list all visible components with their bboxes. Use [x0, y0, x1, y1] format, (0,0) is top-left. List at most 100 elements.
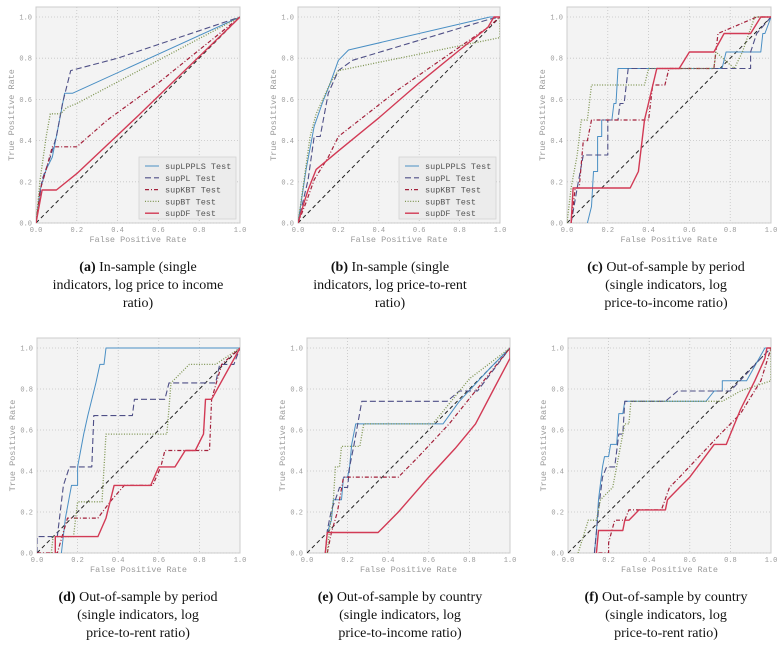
x-tick-label: 0.0 [31, 557, 44, 565]
y-tick-label: 0.8 [551, 387, 564, 395]
y-axis-label: True Positive Rate [8, 400, 18, 492]
legend-label: supPL Test [165, 174, 216, 184]
x-tick-label: 0.6 [152, 227, 165, 235]
caption-tag: (e) [317, 590, 334, 605]
legend-label: supLPPLS Test [425, 162, 491, 172]
series-supPL [324, 347, 510, 553]
series-supKBT [326, 347, 510, 553]
x-tick-label: 0.2 [602, 557, 615, 565]
y-tick-label: 0.8 [19, 56, 32, 64]
legend-label: supLPPLS Test [165, 162, 231, 172]
x-tick-label: 1.0 [234, 227, 247, 235]
y-tick-label: 1.0 [551, 346, 564, 354]
y-tick-label: 0.4 [20, 469, 33, 477]
caption-line: (e) Out-of-sample by country [317, 590, 483, 605]
y-tick-label: 0.4 [19, 138, 32, 146]
x-tick-label: 0.2 [601, 227, 614, 235]
x-tick-label: 0.2 [332, 227, 345, 235]
legend-label: supDF Test [165, 209, 216, 219]
caption-e: (e) Out-of-sample by country (single indi… [290, 589, 510, 643]
legend-label: supDF Test [425, 209, 476, 219]
y-tick-label: 0.6 [19, 97, 32, 105]
series-supDF [36, 16, 240, 223]
y-tick-label: 0.0 [19, 221, 32, 229]
y-tick-label: 0.8 [281, 56, 294, 64]
y-tick-label: 1.0 [20, 346, 33, 354]
caption-line: ratio) [122, 296, 154, 311]
caption-f: (f) Out-of-sample by country (single indi… [556, 589, 776, 643]
plot-area [567, 337, 772, 554]
caption-c: (c) Out-of-sample by period (single indic… [556, 259, 776, 313]
y-tick-label: 0.8 [550, 56, 563, 64]
x-axis-label: False Positive Rate [90, 235, 187, 245]
series-supLPPLS [298, 16, 500, 223]
x-tick-label: 1.0 [494, 227, 507, 235]
caption-line: (c) Out-of-sample by period [587, 260, 745, 275]
caption-line: (single indicators, log [605, 278, 727, 293]
series-supKBT [36, 16, 240, 223]
x-tick-label: 0.4 [643, 557, 656, 565]
legend-label: supPL Test [425, 174, 476, 184]
y-tick-label: 1.0 [290, 346, 303, 354]
series-supKBT [570, 16, 771, 223]
x-tick-label: 0.6 [422, 557, 435, 565]
legend-box [138, 156, 237, 220]
plot-area [36, 337, 241, 554]
y-tick-label: 0.0 [551, 551, 564, 559]
x-tick-label: 1.0 [765, 557, 778, 565]
x-axis-label: False Positive Rate [351, 235, 448, 245]
x-tick-label: 1.0 [234, 557, 247, 565]
chance-diagonal [568, 347, 771, 553]
caption-line: price-to-rent ratio) [614, 626, 718, 641]
series-supDF [324, 348, 510, 553]
y-tick-label: 0.4 [290, 469, 303, 477]
y-tick-label: 0.0 [290, 551, 303, 559]
y-tick-label: 0.4 [550, 138, 563, 146]
legend-box [398, 156, 497, 220]
y-tick-label: 0.2 [281, 179, 294, 187]
chance-diagonal [36, 16, 240, 223]
x-tick-label: 0.4 [642, 227, 655, 235]
y-axis-label: True Positive Rate [539, 400, 549, 492]
x-tick-label: 0.0 [292, 227, 305, 235]
series-supBT [36, 16, 240, 223]
x-tick-label: 0.8 [193, 557, 206, 565]
chance-diagonal [298, 16, 500, 223]
x-tick-label: 0.0 [561, 227, 574, 235]
series-supLPPLS [593, 347, 771, 553]
x-axis-label: False Positive Rate [621, 565, 718, 575]
caption-line: price-to-income ratio) [604, 296, 728, 311]
legend-label: supKBT Test [165, 186, 221, 196]
chance-diagonal [307, 347, 510, 553]
x-axis-label: False Positive Rate [360, 565, 457, 575]
plot-area [566, 6, 772, 224]
y-tick-label: 0.6 [290, 428, 303, 436]
caption-line: (a) In-sample (single [79, 260, 197, 275]
caption-tag: (a) [79, 260, 96, 275]
series-supDF [595, 347, 771, 553]
caption-line: (f) Out-of-sample by country [584, 590, 748, 605]
caption-line: (single indicators, log [605, 608, 727, 623]
x-tick-label: 0.8 [724, 227, 737, 235]
y-axis-label: True Positive Rate [278, 400, 288, 492]
series-supKBT [298, 16, 500, 223]
legend: supLPPLS Test supPL Test supKBT TestsupBT … [138, 156, 237, 220]
series-supDF [54, 347, 240, 553]
x-tick-label: 0.8 [463, 557, 476, 565]
series-supPL [298, 16, 500, 223]
legend-label: supKBT Test [425, 186, 481, 196]
y-tick-label: 0.8 [290, 387, 303, 395]
x-tick-label: 0.2 [341, 557, 354, 565]
y-tick-label: 0.2 [20, 510, 33, 518]
y-tick-label: 0.6 [281, 97, 294, 105]
series-supLPPLS [586, 16, 771, 223]
x-tick-label: 1.0 [504, 557, 517, 565]
caption-d: (d) Out-of-sample by period (single indic… [28, 589, 248, 643]
legend: supLPPLS Test supPL Test supKBT TestsupBT … [398, 156, 497, 220]
series-supDF [570, 16, 771, 223]
